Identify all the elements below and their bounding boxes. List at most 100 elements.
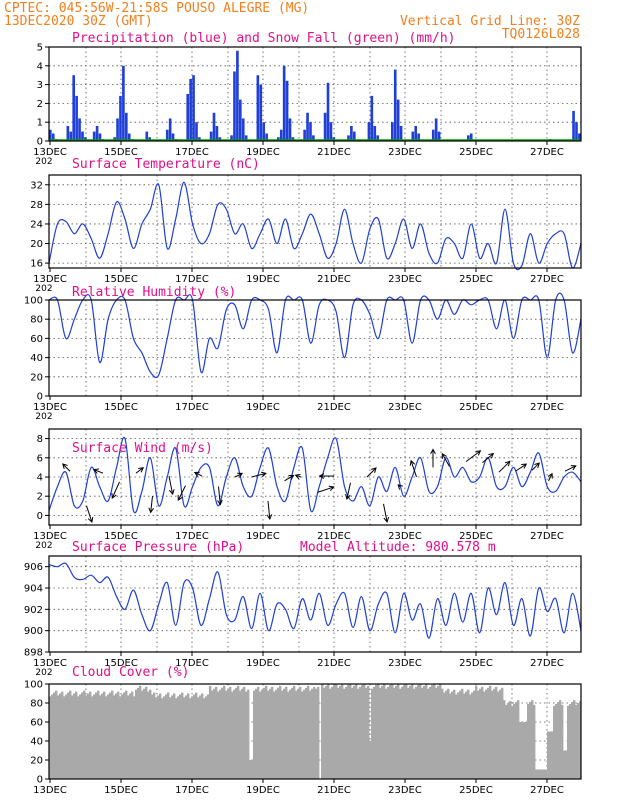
cloud-cover-bar xyxy=(309,690,312,779)
cloud-cover-bar xyxy=(305,687,308,779)
x-tick-label: 17DEC xyxy=(175,785,209,796)
cloud-cover-bar xyxy=(571,702,574,779)
cloud-cover-bar xyxy=(91,696,94,779)
cloud-cover-bar xyxy=(501,687,504,779)
cloud-cover-bar xyxy=(485,689,488,779)
precip-bar xyxy=(165,129,169,141)
cloud-cover-bar xyxy=(161,698,164,779)
wind-arrow-head xyxy=(87,516,94,523)
cloud-cover-bar xyxy=(357,688,360,779)
precip-bar xyxy=(233,71,236,141)
cloud-cover-bar xyxy=(521,722,524,779)
precip-bar xyxy=(326,82,330,141)
wind-arrow-head xyxy=(138,467,145,473)
cloud-cover-bar xyxy=(117,691,120,779)
panel-cloud: 0 20 40 60 80 100 Cloud Cover (%) 13DEC 15DEC 17D… xyxy=(24,665,582,796)
precip-bar xyxy=(391,122,394,141)
y-tick-label: 100 xyxy=(24,680,43,691)
cloud-cover-bar xyxy=(463,693,466,779)
precip-bar xyxy=(306,112,309,141)
cloud-cover-bar xyxy=(505,704,508,779)
cloud-cover-bar xyxy=(217,691,220,779)
cloud-cover-bar xyxy=(169,697,172,779)
wind-arrow xyxy=(168,475,174,495)
cloud-cover-bar xyxy=(363,684,366,779)
precip-bar xyxy=(417,133,420,141)
wind-series-line xyxy=(48,436,582,514)
cloud-cover-bar xyxy=(425,684,428,779)
x-tick-label: 21DEC xyxy=(317,531,351,542)
precip-bar xyxy=(81,131,84,141)
cloud-cover-bar xyxy=(173,693,176,779)
cloud-cover-bar xyxy=(109,692,112,779)
x-tick-label: 15DEC xyxy=(104,531,138,542)
x-tick-label: 19DEC xyxy=(246,274,280,285)
pres-series-line xyxy=(48,562,582,639)
x-tick-label: 19DEC xyxy=(246,147,280,158)
cloud-cover-bar xyxy=(243,686,246,779)
wind-arrow xyxy=(515,463,527,472)
wind-arrow-head xyxy=(328,485,335,491)
cloud-cover-bar xyxy=(101,693,104,779)
cloud-cover-bar xyxy=(307,685,310,779)
wind-arrow xyxy=(317,486,334,493)
y-tick-label: 40 xyxy=(30,353,43,364)
precip-bar xyxy=(393,69,397,141)
wind-arrow-head xyxy=(294,473,301,480)
cloud-cover-bar xyxy=(381,685,384,779)
cloud-cover-bar xyxy=(229,686,232,779)
cloud-cover-bar xyxy=(417,684,420,779)
wind-arrow-head xyxy=(318,473,325,479)
panel-frame xyxy=(48,428,582,526)
precip-bar xyxy=(198,137,201,141)
cloud-cover-bar xyxy=(431,684,434,779)
wind-arrow xyxy=(194,471,203,477)
cloud-cover-bar xyxy=(507,703,510,779)
cloud-cover-bar xyxy=(245,691,248,779)
wind-arrow-head xyxy=(570,465,577,471)
cloud-cover-bar xyxy=(547,731,550,779)
cloud-cover-bar xyxy=(273,691,276,779)
precip-bar xyxy=(116,118,119,141)
precip-bar xyxy=(49,129,52,141)
wind-arrow xyxy=(62,463,71,472)
precip-bar xyxy=(288,118,292,141)
y-tick-label: 24 xyxy=(30,219,43,230)
panel-frame xyxy=(48,174,582,269)
cloud-cover-bar xyxy=(483,691,486,779)
cloud-cover-bar xyxy=(231,691,234,779)
y-tick-label: 60 xyxy=(30,718,43,729)
cloud-cover-bar xyxy=(567,705,570,779)
cloud-cover-bar xyxy=(197,697,200,779)
cloud-cover-bar xyxy=(181,692,184,779)
precip-bar xyxy=(171,133,175,141)
precip-bar xyxy=(113,137,116,141)
panel-title: Precipitation (blue) and Snow Fall (gree… xyxy=(72,31,456,46)
precip-bar xyxy=(127,133,131,141)
x-tick-label: 17DEC xyxy=(175,402,209,413)
cloud-cover-bar xyxy=(395,685,398,779)
precip-bar xyxy=(66,125,70,141)
x-tick-label: 13DEC xyxy=(33,658,67,669)
cloud-cover-bar xyxy=(73,693,76,779)
cloud-cover-bar xyxy=(533,704,536,779)
wind-arrow xyxy=(346,482,351,500)
wind-arrow xyxy=(135,467,144,474)
x-tick-label: 21DEC xyxy=(317,785,351,796)
precip-bar xyxy=(347,135,350,141)
cloud-cover-bar xyxy=(373,686,376,779)
cloud-cover-bar xyxy=(447,688,450,779)
cloud-cover-bar xyxy=(277,687,280,779)
precip-bar xyxy=(230,135,233,141)
cloud-cover-bar xyxy=(301,691,304,779)
x-year-fragment: 202 xyxy=(35,541,52,551)
cloud-cover-bar xyxy=(65,694,68,779)
wind-arrow xyxy=(93,469,104,474)
cloud-cover-bar xyxy=(145,686,148,779)
cloud-cover-bar xyxy=(67,692,70,779)
x-tick-label: 25DEC xyxy=(459,402,493,413)
y-tick-label: 2 xyxy=(37,492,43,503)
precip-bar xyxy=(434,118,438,141)
cloud-cover-bar xyxy=(389,684,392,779)
precip-bar xyxy=(376,135,380,141)
